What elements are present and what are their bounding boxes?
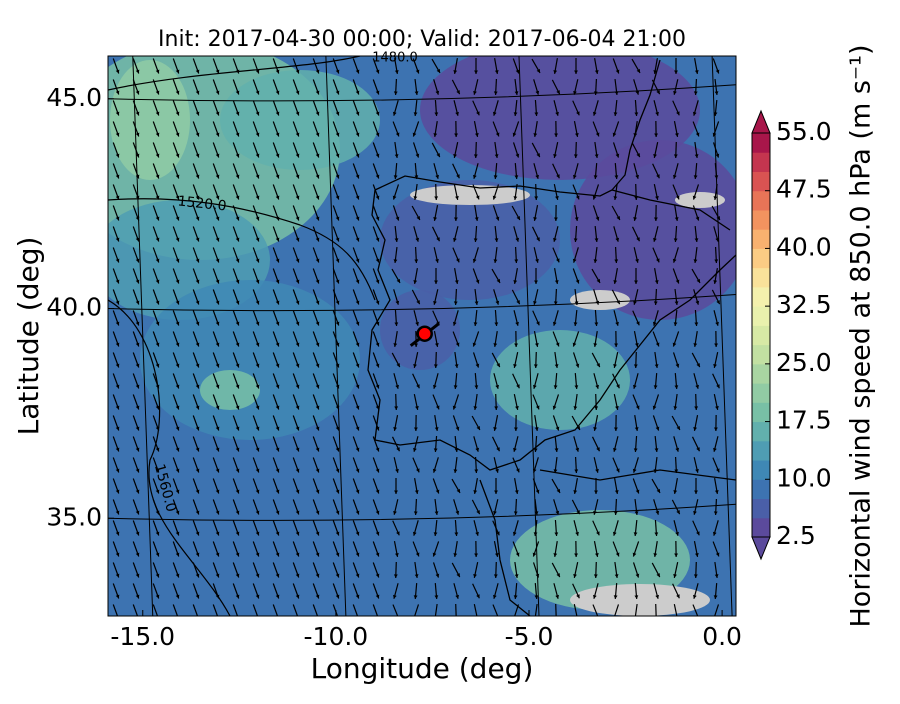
y-tick-label: 45.0	[46, 83, 102, 112]
wind-arrow	[656, 604, 657, 620]
colorbar-label: Horizontal wind speed at 850.0 hPa (m s⁻…	[846, 44, 877, 627]
wind-arrow-head	[554, 616, 558, 620]
colorbar-band	[752, 518, 770, 538]
wind-arrow-head	[675, 616, 679, 620]
x-tick-label: -15.0	[110, 622, 175, 651]
field-patch	[200, 370, 260, 410]
wind-arrow	[456, 604, 457, 620]
wind-arrow-head	[654, 616, 658, 620]
contour-label: 1480.0	[372, 51, 418, 66]
colorbar-tick-label: 55.0	[776, 117, 832, 146]
colorbar-band	[752, 191, 770, 211]
colorbar-band	[752, 383, 770, 403]
colorbar-tick-label: 2.5	[776, 521, 816, 550]
wind-arrow-head	[433, 616, 437, 620]
colorbar-tick-label: 47.5	[776, 175, 832, 204]
y-axis-label: Latitude (deg)	[12, 237, 45, 436]
x-tick-label: -10.0	[304, 622, 369, 651]
colorbar-band	[752, 402, 770, 422]
colorbar-band	[752, 229, 770, 249]
colorbar-band	[752, 499, 770, 519]
colorbar-band	[752, 248, 770, 268]
wind-arrow-head	[454, 616, 458, 620]
colorbar-tick-label: 10.0	[776, 463, 832, 492]
missing-data	[410, 185, 530, 205]
wind-arrow-head	[633, 616, 637, 620]
y-tick-label: 40.0	[46, 293, 102, 322]
wind-field	[60, 40, 750, 620]
colorbar-band	[752, 210, 770, 230]
missing-data	[570, 290, 630, 310]
colorbar-tick-label: 40.0	[776, 232, 832, 261]
colorbar-band	[752, 171, 770, 191]
colorbar-tick-label: 17.5	[776, 406, 832, 435]
x-axis-label: Longitude (deg)	[311, 652, 534, 685]
colorbar-band	[752, 422, 770, 442]
colorbar-band	[752, 268, 770, 288]
location-marker	[418, 327, 432, 341]
colorbar-band	[752, 441, 770, 461]
colorbar-extend-min	[752, 537, 770, 559]
x-tick-label: -5.0	[505, 622, 554, 651]
colorbar-band	[752, 345, 770, 365]
wind-arrow	[556, 604, 557, 620]
x-tick-label: 0.0	[702, 622, 742, 651]
colorbar-band	[752, 460, 770, 480]
colorbar-band	[752, 325, 770, 345]
colorbar-band	[752, 287, 770, 307]
field-patch	[490, 330, 630, 430]
colorbar-band	[752, 479, 770, 499]
colorbar-band	[752, 364, 770, 384]
colorbar-tick-label: 25.0	[776, 348, 832, 377]
missing-data	[570, 584, 710, 616]
wind-arrow-head	[475, 616, 479, 620]
colorbar-band	[752, 133, 770, 153]
wind-arrow-head	[533, 616, 537, 620]
chart-title: Init: 2017-04-30 00:00; Valid: 2017-06-0…	[158, 27, 686, 52]
wind-arrow-head	[575, 616, 579, 620]
colorbar-band	[752, 306, 770, 326]
y-tick-label: 35.0	[46, 502, 102, 531]
colorbar-extend-max	[752, 111, 770, 133]
colorbar-tick-label: 32.5	[776, 290, 832, 319]
colorbar-band	[752, 152, 770, 172]
